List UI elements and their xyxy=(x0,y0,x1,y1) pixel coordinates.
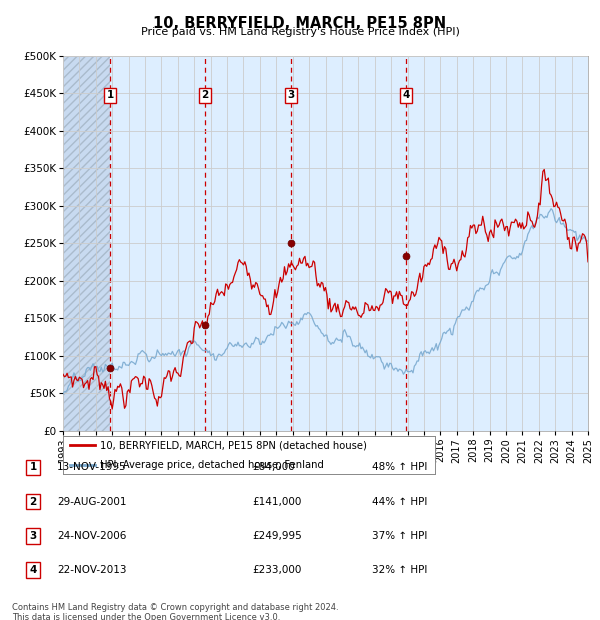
Text: 44% ↑ HPI: 44% ↑ HPI xyxy=(372,497,427,507)
Text: 1: 1 xyxy=(106,90,114,100)
Text: 4: 4 xyxy=(29,565,37,575)
Text: 37% ↑ HPI: 37% ↑ HPI xyxy=(372,531,427,541)
Text: 22-NOV-2013: 22-NOV-2013 xyxy=(57,565,127,575)
Text: 32% ↑ HPI: 32% ↑ HPI xyxy=(372,565,427,575)
Text: HPI: Average price, detached house, Fenland: HPI: Average price, detached house, Fenl… xyxy=(100,459,324,470)
Bar xyxy=(63,56,110,431)
Bar xyxy=(63,56,110,431)
Text: Price paid vs. HM Land Registry's House Price Index (HPI): Price paid vs. HM Land Registry's House … xyxy=(140,27,460,37)
Text: 4: 4 xyxy=(402,90,410,100)
Text: Contains HM Land Registry data © Crown copyright and database right 2024.: Contains HM Land Registry data © Crown c… xyxy=(12,603,338,612)
Text: 3: 3 xyxy=(29,531,37,541)
Text: 3: 3 xyxy=(287,90,295,100)
Text: 29-AUG-2001: 29-AUG-2001 xyxy=(57,497,127,507)
Text: This data is licensed under the Open Government Licence v3.0.: This data is licensed under the Open Gov… xyxy=(12,613,280,620)
Text: 2: 2 xyxy=(29,497,37,507)
Text: 48% ↑ HPI: 48% ↑ HPI xyxy=(372,463,427,472)
Text: £249,995: £249,995 xyxy=(252,531,302,541)
Text: 10, BERRYFIELD, MARCH, PE15 8PN (detached house): 10, BERRYFIELD, MARCH, PE15 8PN (detache… xyxy=(100,440,367,451)
Text: 1: 1 xyxy=(29,463,37,472)
Text: 10, BERRYFIELD, MARCH, PE15 8PN: 10, BERRYFIELD, MARCH, PE15 8PN xyxy=(154,16,446,30)
Text: £233,000: £233,000 xyxy=(252,565,301,575)
Text: £141,000: £141,000 xyxy=(252,497,301,507)
Text: 13-NOV-1995: 13-NOV-1995 xyxy=(57,463,127,472)
Text: 24-NOV-2006: 24-NOV-2006 xyxy=(57,531,127,541)
Text: 2: 2 xyxy=(202,90,209,100)
Text: £84,000: £84,000 xyxy=(252,463,295,472)
